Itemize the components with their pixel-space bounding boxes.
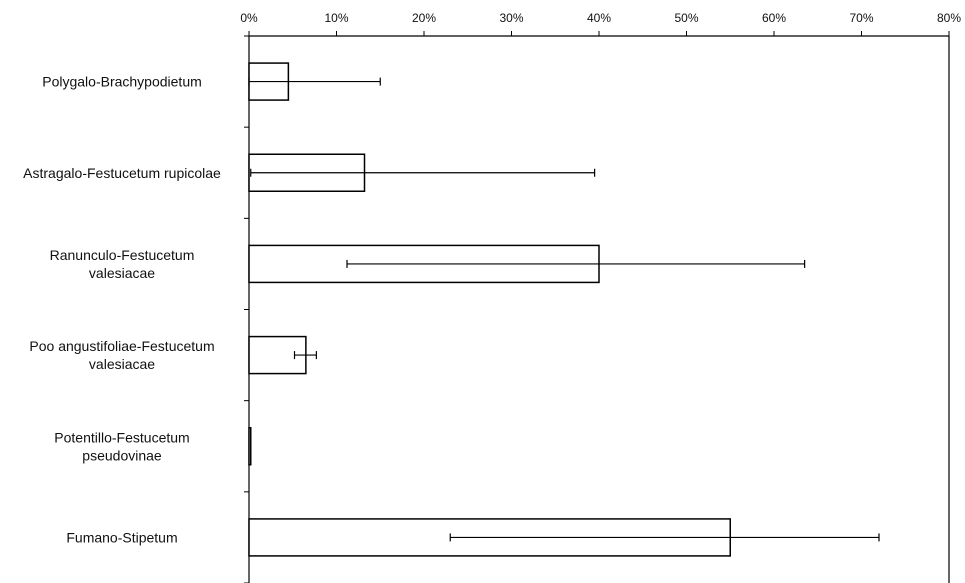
y-axis xyxy=(244,36,249,583)
x-tick-label: 10% xyxy=(324,11,348,25)
category-label: Potentillo-Festucetum pseudovinae xyxy=(54,429,189,463)
category-label-line: valesiacae xyxy=(89,356,155,372)
category-label-line: Polygalo-Brachypodietum xyxy=(42,74,202,90)
x-tick-label: 30% xyxy=(499,11,523,25)
x-tick-label: 0% xyxy=(240,11,258,25)
x-tick-label: 50% xyxy=(674,11,698,25)
error-bars xyxy=(249,78,879,542)
bar xyxy=(249,428,251,465)
bars xyxy=(249,63,730,556)
category-label: Astragalo-Festucetum rupicolae xyxy=(23,165,221,181)
category-label-line: Astragalo-Festucetum rupicolae xyxy=(23,165,221,181)
category-label-line: Potentillo-Festucetum xyxy=(54,429,189,445)
category-label: Poo angustifoliae-Festucetum valesiacae xyxy=(29,338,214,372)
category-label-line: valesiacae xyxy=(89,265,155,281)
plot-frame xyxy=(249,36,949,583)
category-labels: Polygalo-Brachypodietum Astragalo-Festuce… xyxy=(23,74,221,546)
category-label: Fumano-Stipetum xyxy=(66,529,177,545)
category-label-line: pseudovinae xyxy=(82,447,162,463)
category-label: Ranunculo-Festucetum valesiacae xyxy=(50,247,195,281)
category-label-line: Ranunculo-Festucetum xyxy=(50,247,195,263)
category-label-line: Fumano-Stipetum xyxy=(66,529,177,545)
x-tick-label: 80% xyxy=(937,11,961,25)
category-label: Polygalo-Brachypodietum xyxy=(42,74,202,90)
category-label-line: Poo angustifoliae-Festucetum xyxy=(29,338,214,354)
x-tick-label: 40% xyxy=(587,11,611,25)
x-axis: 0% 10% 20% 30% 40% 50% 60% 70% 80% xyxy=(240,11,961,36)
x-tick-label: 60% xyxy=(762,11,786,25)
x-tick-label: 70% xyxy=(849,11,873,25)
x-tick-label: 20% xyxy=(412,11,436,25)
